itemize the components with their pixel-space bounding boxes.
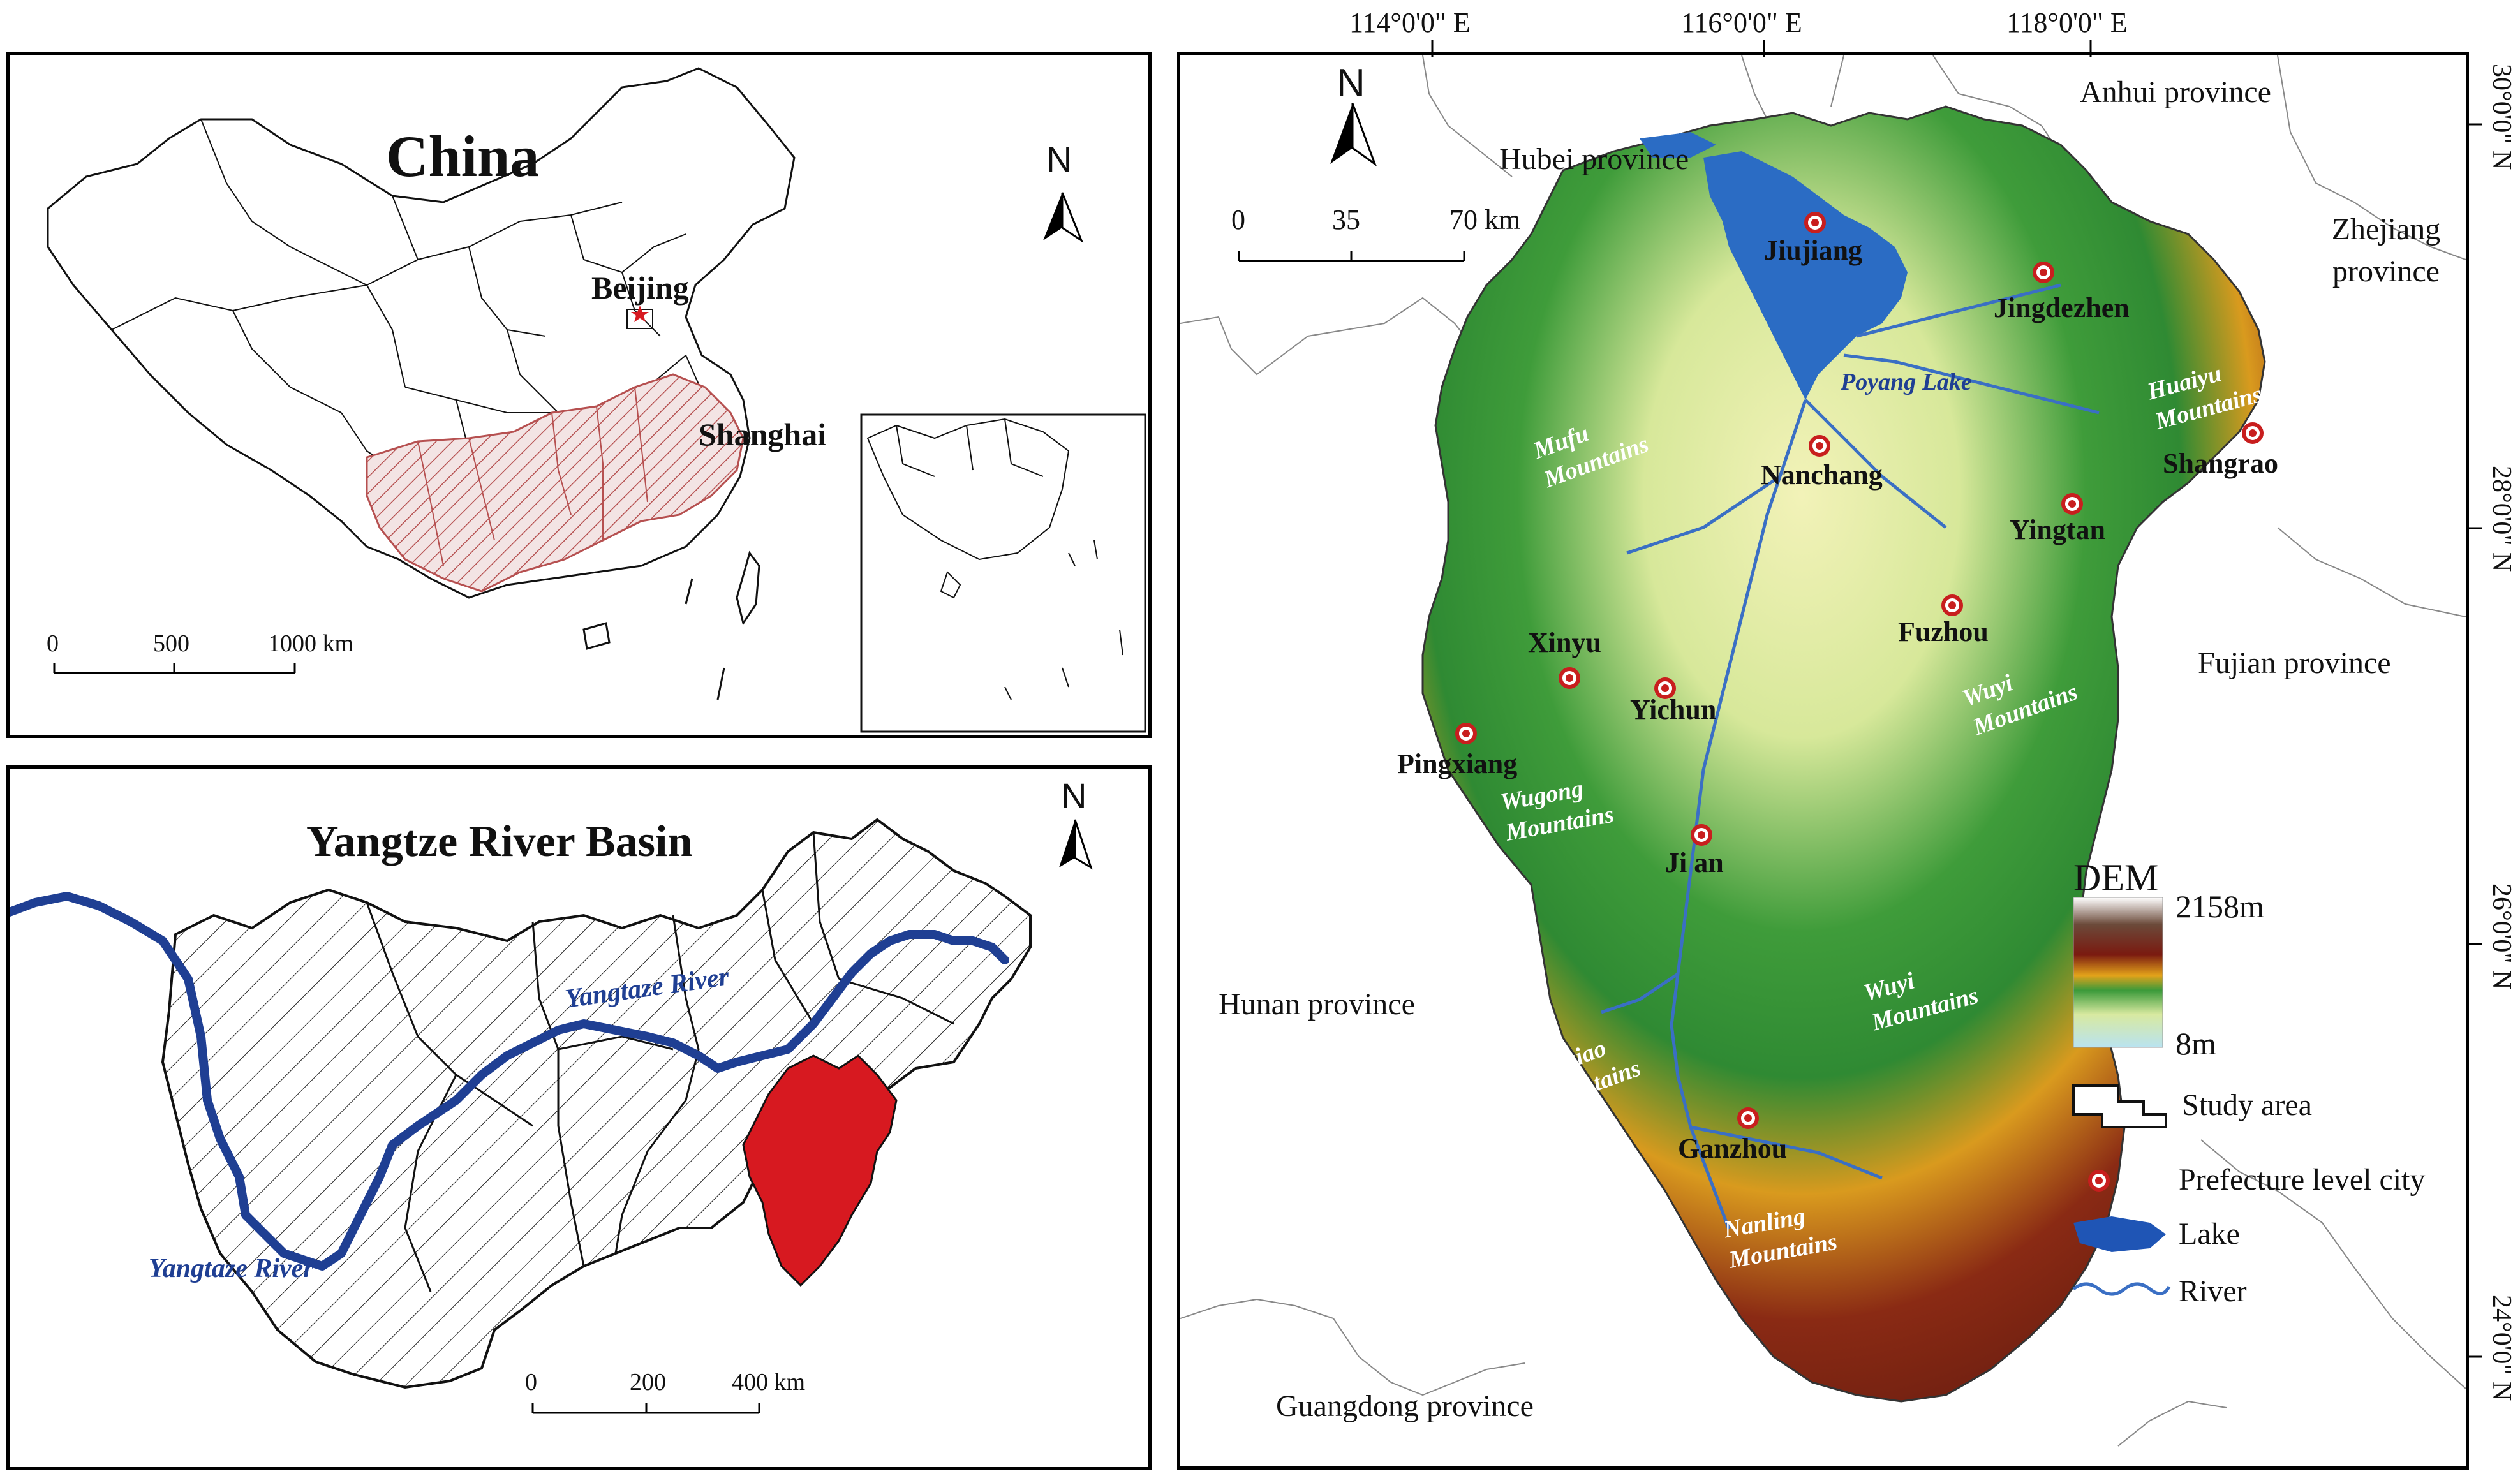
latitude-label-28: 28°0'0" N <box>2487 466 2516 572</box>
main-scale-tick-1: 35 <box>1332 204 1360 235</box>
basin-north-label: N <box>1061 776 1087 816</box>
jiangxi-province <box>742 1054 898 1287</box>
legend-min-label: 8m <box>2175 1026 2216 1061</box>
feature-label-poyang-lake: Poyang Lake <box>1841 369 1972 395</box>
basin-title: Yangtze River Basin <box>306 817 693 866</box>
legend-title: DEM <box>2073 857 2159 899</box>
river-network <box>1601 283 2100 1230</box>
graticule-ticks <box>1431 40 2482 1358</box>
main-north-arrow-icon <box>1330 103 1377 167</box>
longitude-label-116: 116°0'0" E <box>1681 7 1802 38</box>
dem-legend-colorbar <box>2073 897 2163 1048</box>
china-north-arrow-icon <box>1043 192 1084 243</box>
river-legend-icon <box>2072 1282 2171 1296</box>
jiangxi-dem-map <box>1180 55 2466 1447</box>
lake-legend-icon <box>2073 1216 2166 1252</box>
china-north-label: N <box>1046 139 1072 179</box>
city-label-jiujiang: Jiujiang <box>1764 235 1863 266</box>
china-scale-tick-1: 500 <box>153 630 189 657</box>
city-label-jingdezhen: Jingdezhen <box>1994 292 2130 323</box>
main-north-label: N <box>1337 61 1365 105</box>
latitude-label-30: 30°0'0" N <box>2487 64 2516 170</box>
main-scale-tick-0: 0 <box>1231 204 1245 235</box>
main-scale-bar <box>1238 251 1465 262</box>
yangtze-basin-panel: Yangtze River Basin Yangtaze River Yangt… <box>6 765 1152 1470</box>
city-label-ganzhou: Ganzhou <box>1678 1133 1788 1164</box>
basin-scale-tick-0: 0 <box>525 1369 537 1396</box>
beijing-star-icon <box>631 306 649 322</box>
legend-city: Prefecture level city <box>2179 1163 2426 1197</box>
city-label-fuzhou: Fuzhou <box>1898 616 1989 647</box>
yangtze-river-label-west: Yangtaze River <box>149 1254 314 1283</box>
study-area-legend-icon <box>2072 1084 2167 1128</box>
main-scale-tick-2: 70 km <box>1449 204 1521 235</box>
city-label-jian: Ji an <box>1665 847 1724 878</box>
jiangxi-dem-area <box>1421 105 2266 1403</box>
china-title: China <box>386 124 540 189</box>
province-label-anhui: Anhui province <box>2080 75 2271 109</box>
city-label-xinyu: Xinyu <box>1528 627 1601 658</box>
city-label-shangrao: Shangrao <box>2163 448 2278 479</box>
province-label-guangdong: Guangdong province <box>1276 1389 1534 1423</box>
basin-scale-tick-2: 400 km <box>732 1369 806 1396</box>
yangtze-provinces-hatched <box>366 373 745 593</box>
china-scale-tick-2: 1000 km <box>268 630 354 657</box>
city-label-pingxiang: Pingxiang <box>1397 748 1518 779</box>
basin-scale-tick-1: 200 <box>630 1369 666 1396</box>
main-map-panel: N 0 35 70 km Anhui province Hubei provin… <box>1177 0 2520 1476</box>
basin-provinces-hatched <box>161 818 1032 1389</box>
latitude-label-26: 26°0'0" N <box>2487 883 2516 990</box>
province-label-fujian: Fujian province <box>2198 646 2391 680</box>
main-map-frame: N 0 35 70 km Anhui province Hubei provin… <box>1177 52 2469 1470</box>
beijing-label: Beijing <box>591 270 689 306</box>
china-scale-tick-0: 0 <box>47 630 59 657</box>
longitude-label-114: 114°0'0" E <box>1349 7 1471 38</box>
yangtze-basin-map <box>10 818 1093 1414</box>
china-inset-panel: China Beijing Shanghai N 0 500 1000 km <box>6 52 1152 738</box>
city-label-yingtan: Yingtan <box>2010 514 2105 545</box>
province-label-hubei: Hubei province <box>1499 142 1689 176</box>
yangtze-river-line <box>10 892 1009 1271</box>
city-label-yichun: Yichun <box>1630 694 1717 725</box>
legend-max-label: 2158m <box>2175 889 2264 924</box>
longitude-label-118: 118°0'0" E <box>2006 7 2128 38</box>
province-label-zhejiang: Zhejiang province <box>2331 212 2441 288</box>
basin-scale-bar <box>531 1403 760 1414</box>
legend-lake: Lake <box>2179 1217 2240 1251</box>
legend-study-area: Study area <box>2182 1088 2312 1122</box>
china-scale-bar <box>53 663 296 674</box>
basin-north-arrow-icon <box>1059 819 1093 870</box>
city-label-nanchang: Nanchang <box>1761 459 1883 491</box>
poyang-lake <box>1703 151 1908 400</box>
south-china-sea-inset <box>860 413 1146 733</box>
latitude-label-24: 24°0'0" N <box>2487 1295 2516 1401</box>
province-label-hunan: Hunan province <box>1219 987 1415 1021</box>
legend-river: River <box>2179 1274 2247 1308</box>
china-map <box>47 67 1146 733</box>
shanghai-label: Shanghai <box>699 417 827 452</box>
